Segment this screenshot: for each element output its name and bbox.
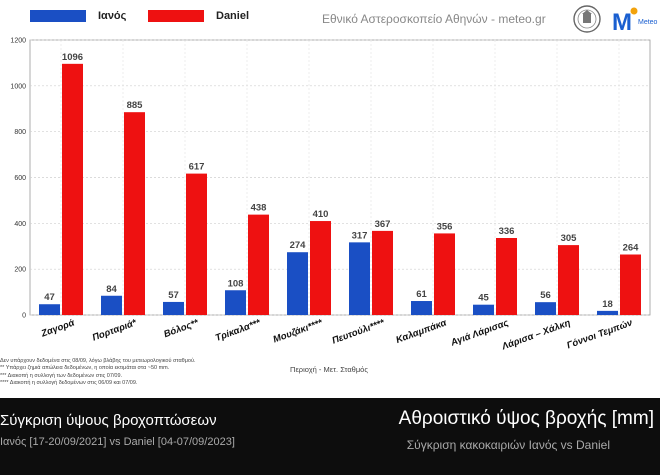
bar-daniel (186, 173, 207, 315)
x-axis-title: Περιοχή - Μετ. Σταθμός (290, 365, 368, 374)
y-tick-label: 400 (14, 221, 26, 228)
data-label-daniel: 367 (375, 219, 391, 230)
y-tick-label: 0 (22, 313, 26, 320)
data-label-daniel: 885 (127, 100, 144, 111)
bar-daniel (372, 230, 393, 315)
footer-right-title: Αθροιστικό ύψος βροχής [mm] (398, 408, 654, 429)
footnotes: Δεν υπάρχουν δεδομένα στις 08/09, λόγω β… (0, 358, 196, 387)
legend-label-daniel: Daniel (216, 10, 250, 22)
bar-ianos (101, 295, 122, 315)
footer-left-title: Σύγκριση ύψους βροχοπτώσεων (0, 412, 217, 429)
data-label-ianos: 317 (352, 230, 368, 241)
legend-swatch-ianos (30, 10, 86, 22)
observatory-logo-icon (573, 5, 601, 33)
bar-daniel (620, 254, 641, 315)
data-label-ianos: 47 (44, 292, 55, 303)
data-label-daniel: 356 (437, 221, 453, 232)
bar-daniel (310, 221, 331, 315)
footnote-4: **** Διακοπή η συλλογή δεδομένων στις 06… (0, 379, 138, 386)
legend-label-ianos: Ιανός (98, 10, 127, 22)
data-label-ianos: 56 (540, 290, 551, 301)
data-label-ianos: 108 (228, 278, 244, 289)
data-label-daniel: 305 (561, 233, 578, 244)
x-category-label: Μουζάκι**** (272, 317, 326, 345)
footer-banner: Σύγκριση ύψους βροχοπτώσεων Ιανός [17-20… (0, 398, 660, 475)
x-category-label: Τρίκαλα*** (214, 317, 263, 344)
meteo-logo-text: Meteo (638, 19, 658, 26)
bar-chart: 0 200 400 600 800 1000 1200 47 1096 Ζαγορά 84 885 Πο… (10, 38, 651, 374)
bar-ianos (287, 252, 308, 315)
svg-text:M: M (612, 9, 632, 36)
source-text: Εθνικό Αστεροσκοπείο Αθηνών - meteo.gr (322, 12, 546, 26)
footnote-3: *** Διακοπή η συλλογή των δεδομένων στις… (0, 372, 123, 379)
meteo-logo-icon: M Meteo (612, 7, 658, 36)
y-tick-label: 600 (14, 175, 26, 182)
y-tick-label: 800 (14, 129, 26, 136)
bar-ianos (163, 301, 184, 315)
y-tick-label: 200 (14, 267, 26, 274)
x-category-label: Βόλος** (162, 317, 201, 340)
bar-ianos (597, 310, 618, 315)
data-label-daniel: 438 (251, 203, 267, 214)
footer-left-subtitle: Ιανός [17-20/09/2021] vs Daniel [04-07/0… (0, 436, 235, 448)
bar-ianos (349, 242, 370, 315)
bar-daniel (62, 63, 83, 316)
legend-item-ianos: Ιανός (30, 10, 126, 22)
data-label-ianos: 274 (290, 240, 307, 251)
footnote-2: ** Υπάρχει ζημιά απώλεια δεδομένων, η οπ… (0, 365, 170, 372)
bar-ianos (411, 301, 432, 315)
data-label-daniel: 336 (499, 226, 515, 237)
data-label-ianos: 84 (106, 284, 117, 295)
data-label-daniel: 617 (189, 162, 205, 173)
footer-right-subtitle: Σύγκριση κακοκαιριών Ιανός vs Daniel (406, 438, 610, 452)
bar-ianos (39, 304, 60, 315)
data-label-ianos: 18 (602, 299, 613, 310)
bar-daniel (124, 112, 145, 315)
chart-area: Ιανός Daniel Εθνικό Αστεροσκοπείο Αθηνών… (0, 5, 658, 387)
data-label-daniel: 1096 (62, 52, 83, 63)
x-category-label: Γόννοι Τεμπών (565, 317, 634, 351)
x-category-label: Πορταριά* (91, 317, 139, 344)
y-tick-label: 1200 (10, 38, 26, 45)
x-category-label: Λάρισα – Χάλκη (500, 317, 573, 352)
bar-daniel (248, 214, 269, 315)
legend-item-daniel: Daniel (148, 10, 249, 22)
data-label-daniel: 264 (623, 243, 640, 254)
data-label-daniel: 410 (313, 209, 329, 220)
bar-ianos (535, 302, 556, 315)
x-category-label: Πευτούλι**** (331, 317, 388, 347)
bar-daniel (434, 233, 455, 315)
x-category-label: Ζαγορά (39, 317, 77, 340)
footnote-1: Δεν υπάρχουν δεδομένα στις 08/09, λόγω β… (0, 358, 196, 364)
bar-ianos (225, 290, 246, 315)
y-tick-label: 1000 (10, 83, 26, 90)
data-label-ianos: 45 (478, 293, 489, 304)
x-category-label: Καλαμπάκα (395, 317, 450, 346)
bar-ianos (473, 304, 494, 315)
data-label-ianos: 61 (416, 289, 427, 300)
bar-daniel (496, 238, 517, 315)
legend-swatch-daniel (148, 10, 204, 22)
data-label-ianos: 57 (168, 290, 179, 301)
bar-daniel (558, 245, 579, 315)
